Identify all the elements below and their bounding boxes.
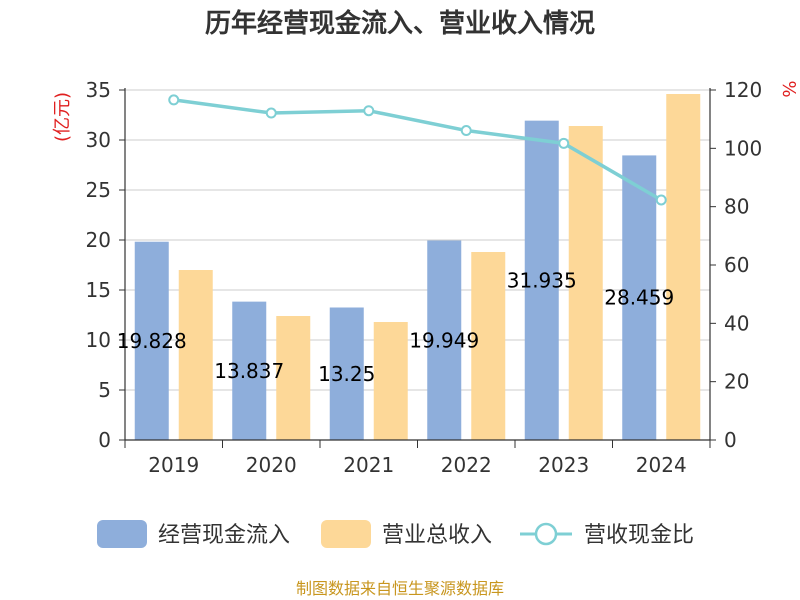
legend-swatch-cash-inflow <box>97 520 147 548</box>
bar-value-label: 19.828 <box>117 329 187 353</box>
y-left-tick-label: 30 <box>86 128 111 152</box>
bar <box>666 94 701 440</box>
bar-value-label: 13.837 <box>214 359 284 383</box>
y-right-tick-label: 60 <box>724 253 749 277</box>
ratio-point <box>168 94 180 106</box>
bar <box>232 301 267 440</box>
ratio-point <box>363 105 375 117</box>
ratio-point <box>460 125 472 137</box>
y-right-tick-label: 100 <box>724 136 762 160</box>
bars <box>134 94 701 441</box>
legend: 经营现金流入 营业总收入 营收现金比 <box>97 520 694 548</box>
x-tick-label: 2021 <box>343 453 394 477</box>
bar <box>427 240 462 440</box>
y-right-tick-label: 120 <box>724 78 762 102</box>
chart-title: 历年经营现金流入、营业收入情况 <box>205 8 595 39</box>
x-tick-label: 2019 <box>148 453 199 477</box>
bar <box>524 120 559 441</box>
legend-label-ratio: 营收现金比 <box>584 523 694 548</box>
source-note: 制图数据来自恒生聚源数据库 <box>296 579 504 598</box>
bar <box>622 155 657 440</box>
y-right-tick-label: 20 <box>724 370 749 394</box>
y-right-label: % <box>778 80 799 97</box>
bar <box>178 270 213 440</box>
y-left-tick-label: 25 <box>86 178 111 202</box>
ratio-point <box>558 137 570 149</box>
x-tick-label: 2022 <box>441 453 492 477</box>
bar-value-label: 28.459 <box>604 286 674 310</box>
legend-swatch-revenue <box>321 520 371 548</box>
bar <box>276 316 311 440</box>
grid-lines <box>125 89 710 391</box>
bar <box>568 126 603 440</box>
ratio-point <box>655 194 667 206</box>
bar-labels: 19.828 13.837 13.25 19.949 31.935 28.459 <box>117 268 674 385</box>
y-right-tick-label: 0 <box>724 428 737 452</box>
bar <box>373 322 408 440</box>
legend-label-cash-inflow: 经营现金流入 <box>158 523 290 548</box>
y-right-tick-label: 80 <box>724 195 749 219</box>
bar-value-label: 13.25 <box>318 362 375 386</box>
bar-value-label: 19.949 <box>409 328 479 352</box>
ratio-line-path <box>173 98 663 202</box>
bar <box>329 307 364 440</box>
y-left-tick-label: 10 <box>86 328 111 352</box>
y-left-tick-label: 5 <box>98 378 111 402</box>
ratio-line <box>168 94 667 206</box>
y-left-tick-label: 20 <box>86 228 111 252</box>
y-left-tick-label: 35 <box>86 78 111 102</box>
axes: 0 5 10 15 20 25 30 35 0 20 40 60 80 100 120 2019 2020 202… <box>86 78 763 477</box>
x-tick-label: 2023 <box>538 453 589 477</box>
y-left-tick-label: 0 <box>98 428 111 452</box>
ratio-point <box>265 107 277 119</box>
bar-value-label: 31.935 <box>507 268 577 292</box>
y-left-label: (亿元) <box>52 92 73 142</box>
x-tick-label: 2024 <box>636 453 687 477</box>
bar <box>471 252 506 440</box>
x-tick-label: 2020 <box>246 453 297 477</box>
y-left-tick-label: 15 <box>86 278 111 302</box>
legend-marker-ratio <box>534 522 558 546</box>
legend-label-revenue: 营业总收入 <box>382 523 492 548</box>
y-right-tick-label: 40 <box>724 311 749 335</box>
bar <box>134 241 169 440</box>
